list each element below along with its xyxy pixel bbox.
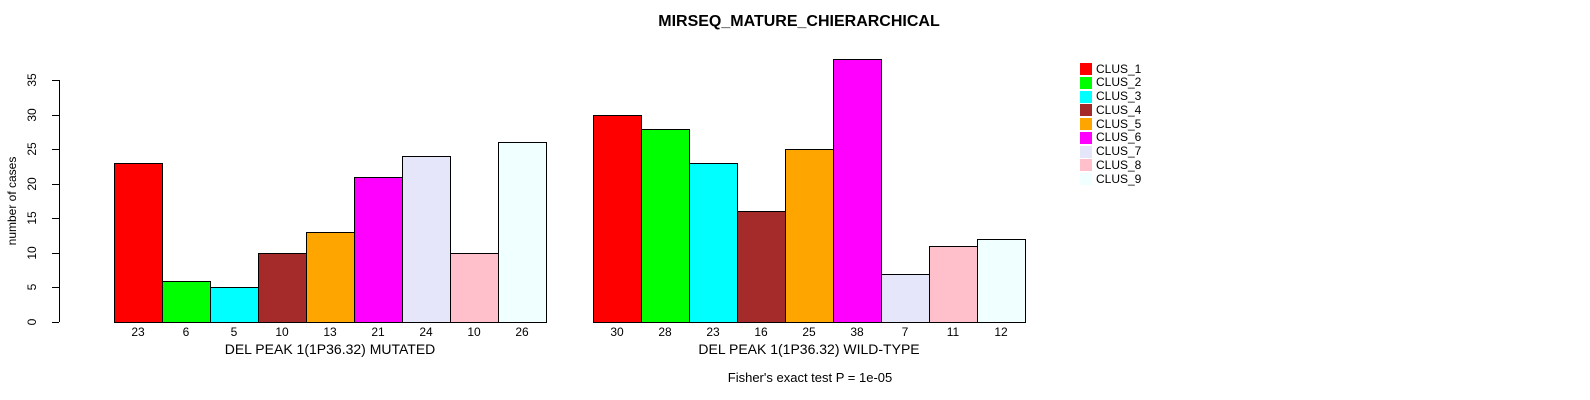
legend-swatch-icon xyxy=(1080,118,1092,130)
y-tick-label: 10 xyxy=(25,246,39,260)
bar-clus_9-group1 xyxy=(498,142,547,323)
bar-value-label: 5 xyxy=(230,325,238,339)
bar-value-label: 16 xyxy=(754,325,768,339)
bar-value-label: 6 xyxy=(182,325,190,339)
legend-label: CLUS_1 xyxy=(1096,61,1142,76)
legend-swatch-icon xyxy=(1080,104,1092,117)
y-tick-label: 0 xyxy=(25,318,39,326)
bar-clus_5-group2 xyxy=(785,149,834,323)
legend-swatch-icon xyxy=(1080,159,1092,172)
y-tick xyxy=(52,183,59,185)
legend-row-clus_8: CLUS_8 xyxy=(1080,158,1141,172)
bar-clus_3-group2 xyxy=(689,163,738,323)
bar-value-label: 13 xyxy=(323,325,337,339)
bar-value-label: 21 xyxy=(371,325,385,339)
y-tick-label: 15 xyxy=(25,211,39,226)
legend-label: CLUS_6 xyxy=(1096,130,1142,145)
bar-value-label: 25 xyxy=(802,325,816,339)
y-tick-label: 5 xyxy=(25,284,39,291)
bar-value-label: 7 xyxy=(901,325,909,339)
bar-value-label: 26 xyxy=(515,325,529,339)
bar-value-label: 28 xyxy=(658,325,672,339)
bar-clus_8-group2 xyxy=(929,246,978,323)
bar-clus_6-group2 xyxy=(833,59,882,323)
bar-clus_9-group2 xyxy=(977,239,1026,323)
legend-label: CLUS_5 xyxy=(1096,116,1142,131)
legend-label: CLUS_7 xyxy=(1096,144,1142,158)
legend-label: CLUS_3 xyxy=(1096,89,1142,103)
y-axis-line xyxy=(59,80,60,322)
legend-label: CLUS_8 xyxy=(1096,157,1142,172)
x-axis-label-wild-type: DEL PEAK 1(1P36.32) WILD-TYPE xyxy=(698,341,920,357)
bar-clus_2-group2 xyxy=(641,129,690,323)
bar-clus_1-group1 xyxy=(114,163,163,323)
bar-clus_8-group1 xyxy=(450,253,499,323)
bar-value-label: 23 xyxy=(131,325,145,339)
bar-clus_6-group1 xyxy=(354,177,403,323)
y-tick-label: 20 xyxy=(25,177,39,191)
y-tick xyxy=(52,80,59,82)
legend-row-clus_3: CLUS_3 xyxy=(1080,90,1141,104)
legend-swatch-icon xyxy=(1080,63,1092,75)
y-tick-label: 25 xyxy=(25,142,39,156)
bar-value-label: 10 xyxy=(275,325,289,339)
y-tick-label: 30 xyxy=(25,108,39,122)
legend-row-clus_2: CLUS_2 xyxy=(1080,76,1141,90)
bar-clus_2-group1 xyxy=(162,281,211,323)
y-tick xyxy=(52,322,59,323)
bar-value-label: 23 xyxy=(706,325,720,339)
legend-row-clus_7: CLUS_7 xyxy=(1080,145,1141,159)
bar-clus_5-group1 xyxy=(306,232,355,323)
bar-value-label: 12 xyxy=(994,325,1008,339)
legend-row-clus_4: CLUS_4 xyxy=(1080,103,1141,117)
y-tick-label: 35 xyxy=(25,73,39,87)
legend-label: CLUS_9 xyxy=(1096,171,1142,186)
y-tick xyxy=(52,287,59,289)
bar-clus_4-group2 xyxy=(737,211,786,323)
legend-row-clus_9: CLUS_9 xyxy=(1080,172,1141,186)
bar-clus_7-group2 xyxy=(881,274,930,323)
legend-swatch-icon xyxy=(1080,131,1092,144)
bar-value-label: 10 xyxy=(467,325,481,339)
legend-swatch-icon xyxy=(1080,76,1092,89)
legend-label: CLUS_4 xyxy=(1096,102,1142,117)
bar-value-label: 30 xyxy=(610,325,624,339)
bar-value-label: 24 xyxy=(419,325,433,339)
legend-row-clus_5: CLUS_5 xyxy=(1080,117,1141,131)
y-tick xyxy=(52,114,59,116)
y-tick xyxy=(52,252,59,254)
fisher-test-annotation: Fisher's exact test P = 1e-05 xyxy=(727,370,893,385)
bar-clus_3-group1 xyxy=(210,287,259,323)
bar-clus_7-group1 xyxy=(402,156,451,323)
legend-row-clus_6: CLUS_6 xyxy=(1080,131,1141,145)
bar-clus_1-group2 xyxy=(593,115,642,323)
legend-label: CLUS_2 xyxy=(1096,75,1142,90)
legend-swatch-icon xyxy=(1080,90,1092,103)
legend-swatch-icon xyxy=(1080,173,1092,185)
bar-clus_4-group1 xyxy=(258,253,307,323)
chart-title: MIRSEQ_MATURE_CHIERARCHICAL xyxy=(658,13,940,30)
legend-swatch-icon xyxy=(1080,145,1092,158)
x-axis-label-mutated: DEL PEAK 1(1P36.32) MUTATED xyxy=(224,341,436,357)
y-tick xyxy=(52,218,59,220)
legend-row-clus_1: CLUS_1 xyxy=(1080,62,1141,76)
y-axis-label: number of cases xyxy=(5,156,19,246)
bar-value-label: 11 xyxy=(946,325,960,339)
y-tick xyxy=(52,149,59,151)
bar-value-label: 38 xyxy=(850,325,864,339)
